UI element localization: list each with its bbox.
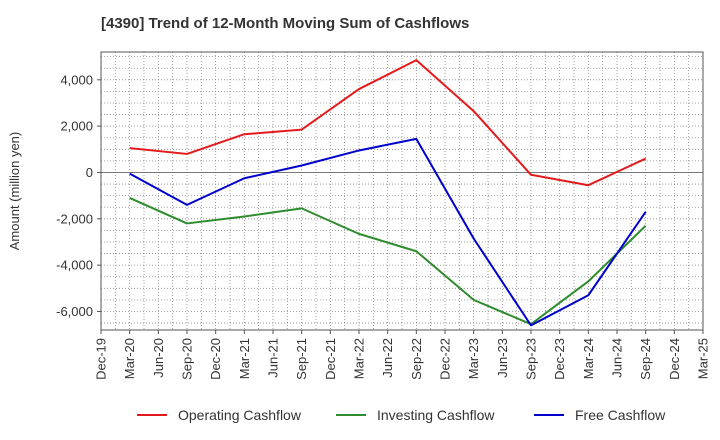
- y-tick-label: 4,000: [60, 72, 93, 87]
- x-tick-label: Mar-25: [696, 338, 711, 379]
- x-tick-label: Sep-21: [294, 338, 309, 380]
- x-tick-label: Jun-20: [151, 338, 166, 378]
- x-tick-label: Sep-22: [409, 338, 424, 380]
- x-tick-label: Mar-22: [352, 338, 367, 379]
- x-tick-label: Dec-21: [323, 338, 338, 380]
- x-tick-label: Sep-23: [524, 338, 539, 380]
- x-tick-label: Dec-23: [552, 338, 567, 380]
- legend-label: Operating Cashflow: [178, 407, 302, 423]
- x-tick-label: Mar-24: [581, 338, 596, 379]
- y-tick-label: -2,000: [56, 211, 93, 226]
- x-tick-label: Dec-20: [208, 338, 223, 380]
- y-tick-label: 2,000: [60, 119, 93, 134]
- y-tick-label: -6,000: [56, 304, 93, 319]
- x-tick-label: Mar-20: [122, 338, 137, 379]
- plot-frame: [100, 51, 704, 331]
- legend-label: Investing Cashflow: [377, 407, 495, 423]
- y-tick-label: 0: [86, 165, 93, 180]
- chart-title: [4390] Trend of 12-Month Moving Sum of C…: [101, 15, 470, 32]
- x-tick-label: Sep-20: [180, 338, 195, 380]
- x-tick-label: Mar-21: [237, 338, 252, 379]
- x-tick-label: Jun-21: [266, 338, 281, 378]
- series-line: [129, 59, 647, 187]
- x-tick-label: Jun-23: [495, 338, 510, 378]
- legend-label: Free Cashflow: [575, 407, 666, 423]
- x-tick-label: Jun-24: [610, 338, 625, 378]
- x-tick-label: Jun-22: [380, 338, 395, 378]
- y-tick-label: -4,000: [56, 258, 93, 273]
- series-line: [129, 197, 647, 326]
- x-tick-label: Dec-19: [94, 338, 109, 380]
- y-axis-title: Amount (million yen): [7, 132, 22, 251]
- x-tick-label: Dec-24: [667, 338, 682, 380]
- series-line: [129, 137, 647, 327]
- x-tick-label: Mar-23: [466, 338, 481, 379]
- x-tick-label: Sep-24: [638, 338, 653, 380]
- x-tick-label: Dec-22: [438, 338, 453, 380]
